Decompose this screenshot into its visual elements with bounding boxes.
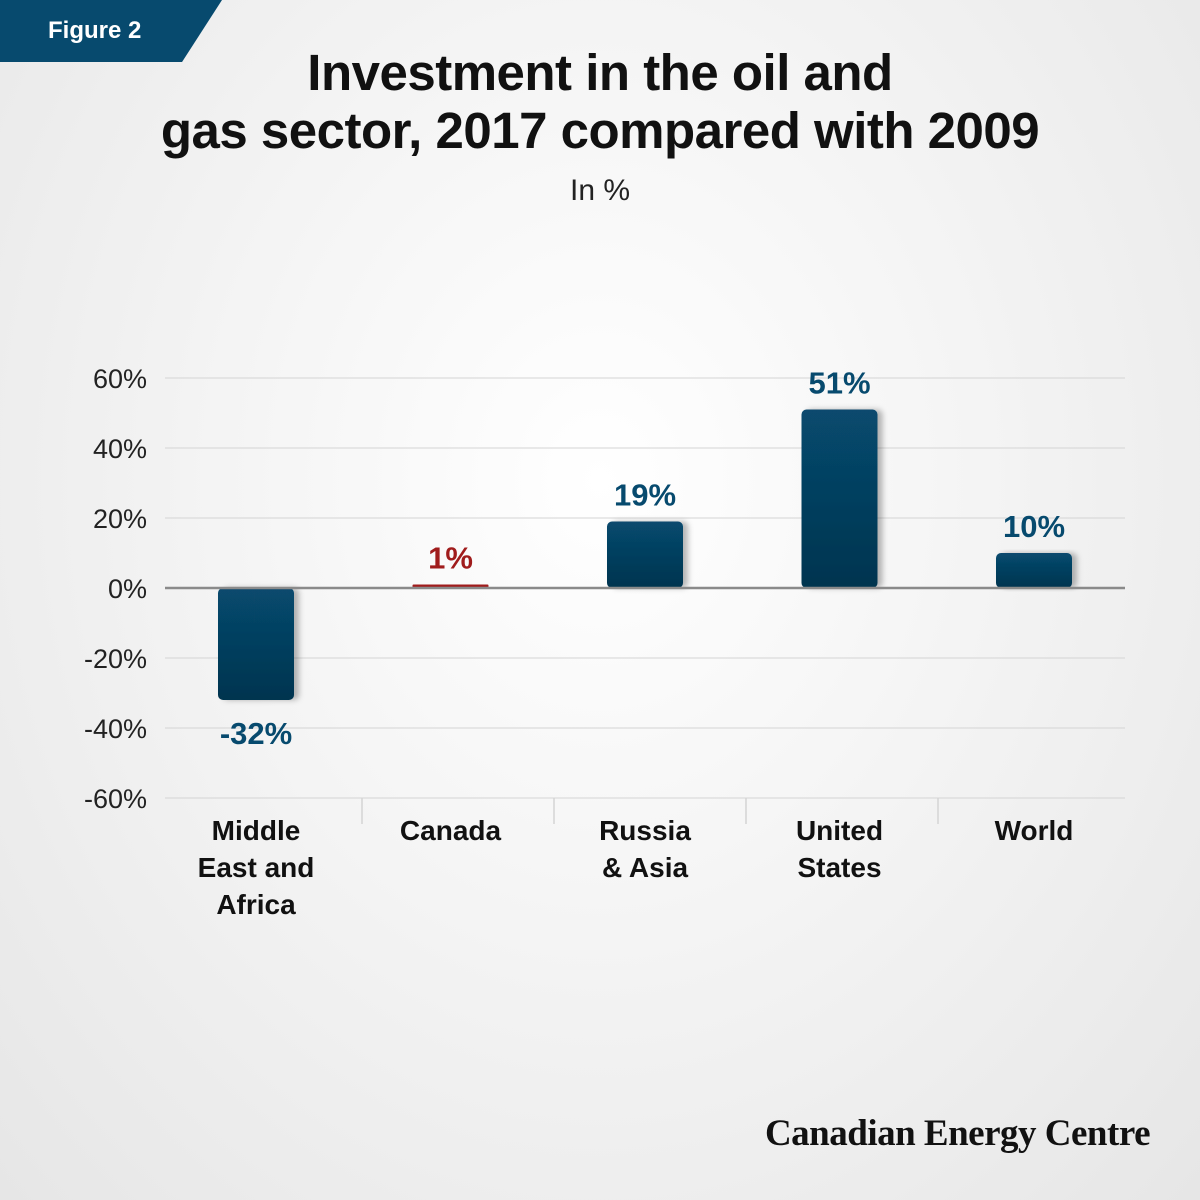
chart-title: Investment in the oil and gas sector, 20… [0, 44, 1200, 160]
figure-tag [0, 0, 222, 62]
x-category-label: States [797, 852, 881, 883]
bar-data-label: 10% [1003, 509, 1065, 544]
y-tick-label: -20% [84, 644, 147, 674]
bar [607, 521, 683, 588]
x-category-label: Africa [216, 889, 296, 920]
brand-logo-text: Canadian Energy Centre [764, 1113, 1151, 1154]
x-category-label: & Asia [602, 852, 689, 883]
bar [801, 409, 878, 588]
bar-data-label: 19% [614, 478, 676, 513]
figure-tag-label: Figure 2 [48, 17, 142, 44]
bar-data-label: -32% [220, 716, 292, 751]
x-category-label: Middle [212, 815, 301, 846]
bar-data-label: 51% [808, 366, 870, 401]
y-tick-label: 60% [93, 364, 147, 394]
x-category-label: World [995, 815, 1074, 846]
x-category-label: United [796, 815, 883, 846]
y-tick-label: -40% [84, 714, 147, 744]
bar [218, 588, 294, 700]
y-tick-label: 0% [108, 574, 147, 604]
y-tick-label: -60% [84, 784, 147, 814]
x-category-label: Canada [400, 815, 502, 846]
x-category-label: East and [198, 852, 315, 883]
y-tick-label: 20% [93, 504, 147, 534]
bar [996, 553, 1072, 588]
x-category-label: Russia [599, 815, 691, 846]
bar-chart: 60% 40% 20% 0% -20% -40% -60% -32% Middle East an… [84, 364, 1125, 920]
bar-data-label: 1% [428, 541, 473, 576]
chart-title-line-1: Investment in the oil and [307, 44, 893, 101]
y-tick-label: 40% [93, 434, 147, 464]
chart-subtitle: In % [569, 174, 631, 207]
chart-title-line-2: gas sector, 2017 compared with 2009 [160, 102, 1040, 159]
